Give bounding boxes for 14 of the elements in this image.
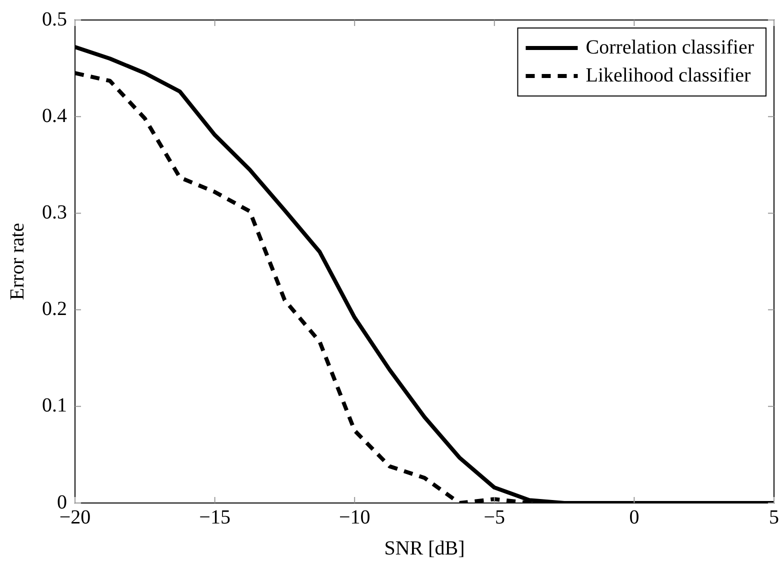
x-tick-label: −10	[338, 506, 370, 528]
y-tick-label: 0.1	[42, 394, 67, 417]
legend-label: Likelihood classifier	[586, 64, 752, 86]
y-tick-label: 0.4	[42, 104, 67, 127]
legend-label: Correlation classifier	[586, 36, 754, 58]
y-tick-label: 0.2	[42, 298, 67, 320]
x-tick-label: 5	[769, 506, 779, 528]
y-axis-title: Error rate	[6, 222, 28, 300]
y-tick-label: 0.3	[42, 201, 67, 224]
x-axis-title: SNR [dB]	[384, 537, 465, 560]
x-tick-label: 0	[629, 506, 640, 528]
y-tick-label: 0.5	[42, 8, 67, 30]
x-tick-label: −15	[199, 506, 230, 528]
x-tick-label: −5	[484, 506, 506, 528]
